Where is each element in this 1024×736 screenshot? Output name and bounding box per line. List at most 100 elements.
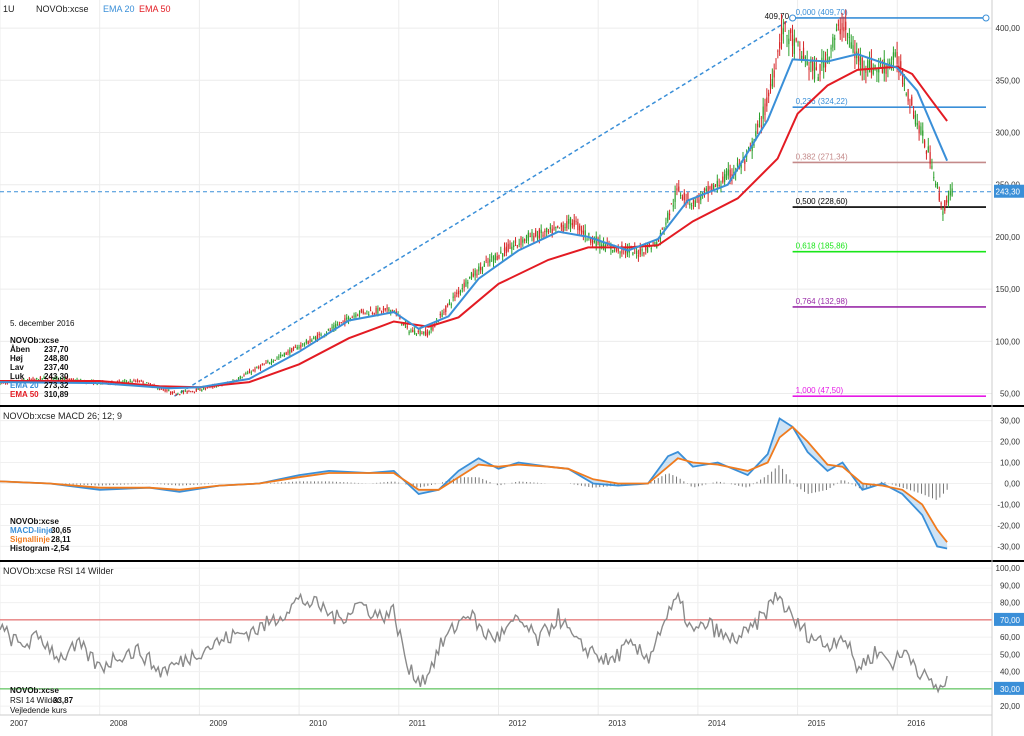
candle-body — [885, 65, 887, 74]
candle-body — [188, 390, 190, 392]
rsi-tick-label: 50,00 — [1000, 650, 1021, 659]
candle-body — [762, 106, 764, 119]
candle-body — [560, 223, 562, 228]
candle-body — [291, 348, 293, 353]
candle-body — [331, 326, 333, 329]
candle-body — [192, 391, 194, 393]
candle-body — [870, 58, 873, 73]
candle-body — [184, 390, 186, 392]
rsi-title[interactable]: NOVOb:xcse RSI 14 Wilder — [3, 566, 114, 576]
ema20-legend[interactable]: EMA 20 — [103, 4, 135, 14]
candle-body — [837, 24, 839, 26]
rsi-panel — [0, 591, 992, 694]
candle-body — [547, 230, 550, 232]
candle-body — [848, 36, 850, 39]
candle-body — [813, 62, 816, 79]
fib-level-label: 0,764 (132,98) — [796, 297, 848, 306]
candle-body — [480, 267, 482, 271]
candle-body — [894, 52, 896, 57]
candle-body — [911, 96, 913, 106]
candle-body — [193, 391, 196, 393]
rsi-tick-label: 20,00 — [1000, 702, 1021, 711]
candle-body — [452, 296, 454, 298]
candle-body — [311, 339, 313, 342]
candle-body — [401, 323, 403, 325]
candle-body — [142, 381, 144, 384]
candle-body — [496, 256, 498, 261]
candle-body — [892, 52, 895, 60]
candle-body — [410, 330, 412, 332]
candle-body — [267, 361, 269, 363]
candle-body — [159, 388, 161, 390]
fib-anchor-point[interactable] — [789, 14, 797, 22]
fibonacci-retracement[interactable]: 0,000 (409,70) 0,236 (324,22) 0,382 (271,3… — [0, 8, 992, 397]
candle-body — [245, 373, 247, 375]
info-label-low: Lav — [10, 363, 24, 372]
candle-body — [791, 34, 794, 46]
candle-body — [122, 381, 124, 383]
candle-body — [591, 238, 594, 245]
candle-body — [933, 177, 935, 179]
candle-body — [797, 41, 799, 43]
candle-body — [760, 125, 762, 127]
candle-body — [582, 230, 584, 235]
candle-body — [771, 78, 773, 87]
candle-body — [160, 387, 163, 390]
rsi-tick-label: 100,00 — [996, 564, 1021, 573]
candle-body — [916, 122, 918, 126]
candle-body — [371, 313, 374, 315]
candle-body — [935, 183, 937, 186]
macd-title[interactable]: NOVOb:xcse MACD 26; 12; 9 — [3, 411, 122, 421]
candle-body — [646, 244, 649, 253]
ema50-legend[interactable]: EMA 50 — [139, 4, 171, 14]
candle-body — [270, 360, 273, 363]
candle-body — [494, 254, 496, 260]
symbol-label[interactable]: NOVOb:xcse — [36, 4, 89, 14]
fib-trend-line[interactable] — [174, 17, 793, 397]
candle-body — [125, 381, 128, 383]
candle-body — [391, 310, 394, 312]
signal-line — [0, 425, 948, 543]
candle-body — [414, 330, 416, 335]
candle-body — [793, 38, 795, 55]
candle-body — [300, 344, 302, 348]
candle-body — [920, 126, 922, 135]
info-value-ema50: 310,89 — [44, 390, 69, 399]
candle-body — [511, 246, 513, 250]
candle-body — [612, 249, 614, 252]
candle-body — [447, 303, 449, 306]
candle-body — [586, 238, 588, 240]
candle-body — [456, 292, 458, 295]
candle-body — [23, 379, 25, 381]
candle-body — [731, 173, 733, 177]
candle-body — [650, 248, 652, 250]
candle-body — [830, 47, 832, 50]
candle-body — [201, 389, 203, 391]
candle-body — [514, 239, 517, 244]
candle-body — [601, 244, 603, 248]
candle-body — [632, 252, 634, 256]
candle-body — [355, 314, 357, 317]
candle-body — [568, 218, 570, 224]
candle-body — [408, 331, 410, 334]
candle-body — [555, 226, 557, 228]
info-label-ema20: EMA 20 — [10, 381, 39, 390]
candle-body — [0, 381, 1, 385]
info-label-close: Luk — [10, 372, 25, 381]
fib-anchor-point[interactable] — [982, 14, 990, 22]
candle-body — [70, 378, 73, 380]
candle-body — [703, 188, 706, 191]
candle-body — [428, 331, 430, 334]
candle-body — [204, 388, 207, 390]
candle-body — [146, 382, 148, 384]
candle-body — [819, 63, 821, 75]
candle-body — [909, 105, 911, 107]
interval-label[interactable]: 1U — [3, 4, 15, 14]
candle-body — [467, 281, 469, 284]
candle-body — [252, 369, 254, 371]
candle-body — [516, 245, 518, 247]
price-tick-label: 350,00 — [996, 76, 1021, 85]
candle-body — [861, 57, 863, 71]
candle-body — [45, 377, 47, 380]
